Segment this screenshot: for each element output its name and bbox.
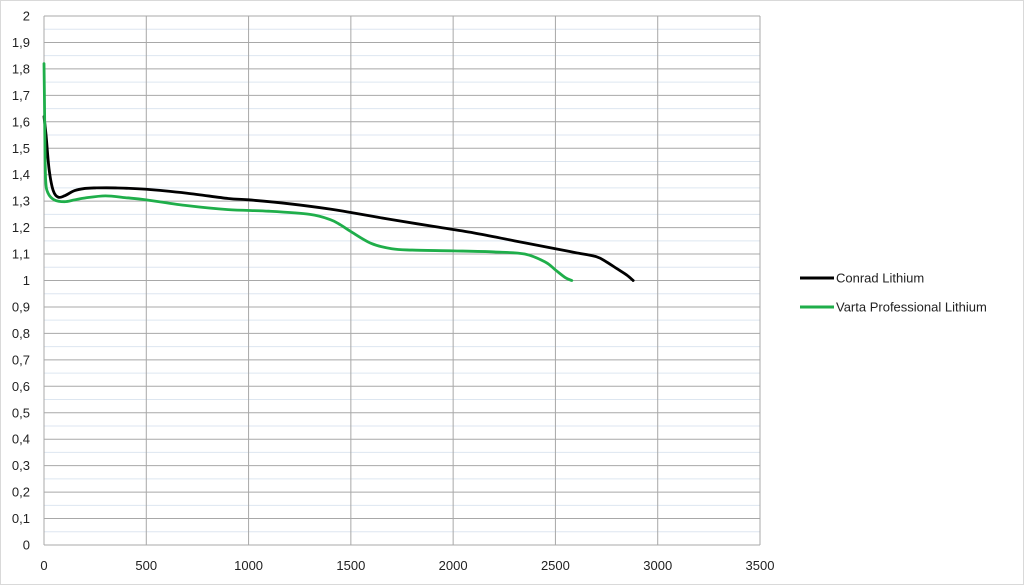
y-tick-label: 0,1 — [12, 511, 30, 526]
y-tick-label: 0,7 — [12, 352, 30, 367]
series-line-1 — [42, 115, 635, 282]
x-tick-label: 3500 — [746, 558, 775, 573]
y-tick-label: 0,4 — [12, 432, 30, 447]
y-tick-label: 0,3 — [12, 458, 30, 473]
y-tick-label: 1,3 — [12, 194, 30, 209]
y-tick-label: 0,5 — [12, 405, 30, 420]
grid — [43, 15, 761, 546]
x-tick-label: 2000 — [439, 558, 468, 573]
y-tick-label: 1,2 — [12, 220, 30, 235]
y-tick-label: 1,6 — [12, 114, 30, 129]
y-tick-label: 1,4 — [12, 167, 30, 182]
y-tick-label: 2 — [23, 9, 30, 24]
legend-label-1: Conrad Lithium — [836, 271, 924, 286]
axes: 0 0,1 0,2 0,3 0,4 0,5 0,6 0,7 0,8 0,9 1 1,1 1,2 1,3 1,… — [12, 9, 775, 574]
y-tick-label: 0 — [23, 538, 30, 553]
y-tick-label: 1 — [23, 273, 30, 288]
y-tick-label: 0,8 — [12, 326, 30, 341]
y-tick-label: 1,5 — [12, 141, 30, 156]
y-tick-label: 1,9 — [12, 35, 30, 50]
y-tick-label: 0,9 — [12, 299, 30, 314]
y-tick-label: 0,2 — [12, 485, 30, 500]
x-tick-label: 0 — [40, 558, 47, 573]
x-tick-label: 2500 — [541, 558, 570, 573]
y-tick-label: 1,8 — [12, 61, 30, 76]
y-tick-label: 1,1 — [12, 247, 30, 262]
series-line-2 — [42, 62, 574, 282]
legend-label-2: Varta Professional Lithium — [836, 300, 987, 315]
x-tick-label: 1500 — [336, 558, 365, 573]
x-tick-label: 3000 — [643, 558, 672, 573]
x-tick-label: 1000 — [234, 558, 263, 573]
legend: Conrad Lithium Varta Professional Lithium — [800, 271, 987, 315]
x-tick-label: 500 — [135, 558, 157, 573]
y-tick-label: 0,6 — [12, 379, 30, 394]
y-tick-label: 1,7 — [12, 88, 30, 103]
series-lines — [42, 62, 635, 282]
